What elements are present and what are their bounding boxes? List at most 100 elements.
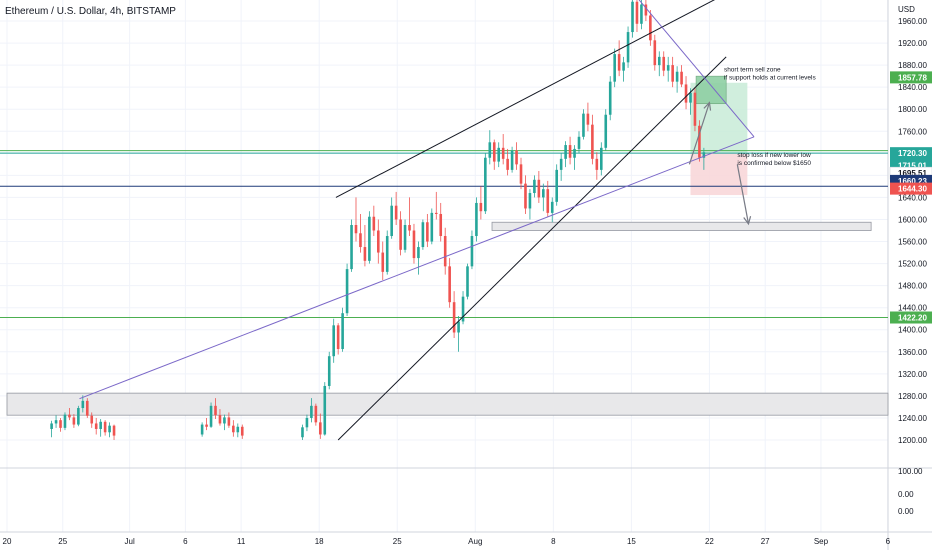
candle-body (475, 202, 478, 237)
candle-body (457, 321, 460, 333)
candle-body (680, 71, 683, 85)
candle (613, 48, 616, 88)
candle-body (103, 421, 107, 433)
candle-body (223, 417, 226, 424)
candle-body (510, 150, 514, 170)
candle (443, 227, 447, 275)
horizontal-lines[interactable] (0, 150, 888, 319)
candle-body (443, 236, 447, 267)
candle (470, 230, 474, 270)
candle (385, 230, 389, 275)
candle (626, 26, 630, 68)
x-tick-label: 22 (705, 537, 714, 546)
candle-body (68, 414, 71, 418)
candle (546, 180, 550, 217)
price-label-1422-20[interactable]: 1422.20 (890, 311, 932, 324)
candle-body (205, 424, 208, 427)
candle-body (488, 142, 492, 158)
projection-arrow-up[interactable] (688, 101, 712, 165)
trendlines[interactable] (79, 0, 755, 441)
candle (564, 141, 567, 168)
candle (381, 241, 385, 281)
sell-zone-note-line-0: short term sell zone (724, 67, 781, 74)
x-tick-label: 11 (237, 537, 246, 546)
candle-body (635, 1, 639, 24)
resistance-trendline[interactable] (631, 0, 755, 138)
candle (376, 219, 380, 264)
x-tick-label: Aug (468, 537, 482, 546)
projection-arrow-down[interactable] (736, 164, 752, 226)
candle (368, 211, 371, 264)
time-axis[interactable]: 20 25 Jul 6 11 18 25 Aug 8 15 22 27 Sep 6 (3, 537, 891, 546)
candle-body (479, 202, 483, 212)
candle-body (613, 54, 616, 82)
candle (591, 114, 594, 165)
candle (501, 134, 505, 165)
candle (466, 263, 469, 300)
arrow-head (703, 101, 712, 111)
candle-body (323, 385, 327, 435)
candle-body (372, 216, 376, 231)
candle-body (232, 425, 235, 433)
candle-body (359, 233, 362, 248)
candle-body (689, 92, 692, 103)
candle-body (675, 71, 679, 82)
y-tick-label: 1400.00 (898, 326, 927, 335)
candle (90, 412, 94, 428)
sell-zone-box[interactable] (695, 75, 727, 105)
candle-body (209, 405, 213, 427)
candle-body (693, 92, 697, 126)
candle-body (236, 426, 240, 433)
x-tick-label: 27 (761, 537, 770, 546)
candle (421, 219, 425, 250)
price-label-bg (890, 311, 932, 324)
price-axis[interactable]: USD 1200.00 1240.00 1280.00 1320.00 1360.00 14… (889, 5, 932, 516)
channel-upper[interactable] (335, 0, 732, 198)
candle (653, 34, 657, 71)
candle-body (461, 296, 465, 322)
candle-body (657, 56, 661, 66)
candle-body (484, 157, 487, 212)
candle-body (671, 65, 674, 82)
x-tick-label: Sep (814, 537, 829, 546)
y-tick-label: 1200.00 (898, 436, 927, 445)
candle-body (546, 189, 550, 213)
candle (72, 414, 76, 428)
candle (323, 382, 327, 436)
candle (452, 291, 456, 339)
support-trendline[interactable] (79, 136, 755, 400)
candle-body (63, 414, 67, 428)
candle-body (591, 124, 594, 159)
candle (68, 408, 71, 421)
y-tick-label: 1600.00 (898, 215, 927, 224)
candle-body (99, 421, 102, 429)
candle-body (640, 4, 643, 24)
x-tick-label: Jul (125, 537, 135, 546)
candle-body (595, 158, 599, 170)
candle (327, 351, 331, 390)
candle (354, 197, 358, 242)
channel-lower[interactable] (337, 56, 727, 441)
price-label-1857-78[interactable]: 1857.78 (890, 71, 932, 84)
candle-body (519, 164, 523, 184)
candle-body (381, 252, 385, 272)
candle-body (555, 169, 558, 202)
price-label-text: 1715.01 (898, 161, 927, 170)
lower-pane-tick: 100.00 (898, 467, 923, 476)
candle-body (390, 205, 393, 237)
candle-body (218, 415, 222, 424)
candle-body (586, 113, 590, 125)
target-zone (491, 221, 872, 231)
lower-pane-tick: 0.00 (898, 490, 914, 499)
candle-body (501, 147, 505, 159)
candle (112, 424, 116, 440)
candle (604, 109, 608, 151)
price-label-text: 1422.20 (898, 314, 927, 323)
projection-arrows[interactable] (688, 101, 752, 226)
candle-body (528, 193, 532, 209)
candle (310, 398, 313, 423)
price-label-1644-30[interactable]: 1644.30 (890, 182, 932, 195)
candle-body (81, 400, 85, 409)
